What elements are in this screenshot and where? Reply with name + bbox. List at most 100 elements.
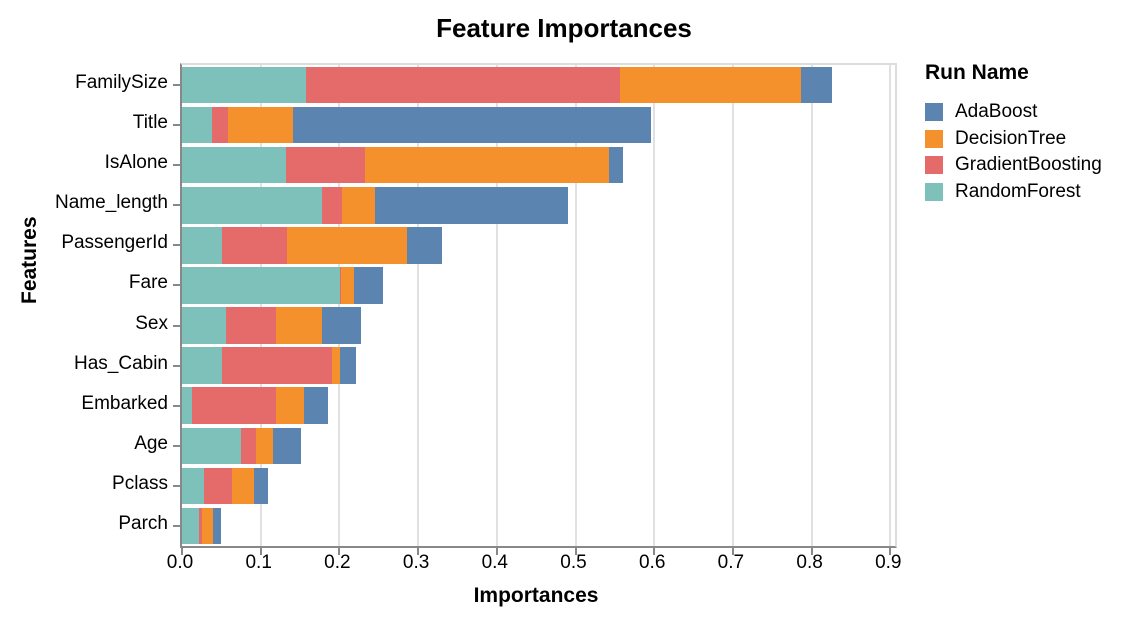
x-tick <box>810 548 813 555</box>
y-tick <box>173 404 180 407</box>
y-tick-label-age: Age <box>134 432 168 454</box>
gridline-x-0p5 <box>574 65 577 546</box>
bar-segment-has_cabin-decisiontree <box>332 347 341 384</box>
gridline-x-0p3 <box>417 65 420 546</box>
legend-entries: AdaBoost DecisionTree GradientBoosting Rand… <box>925 99 1102 205</box>
y-tick <box>173 364 180 367</box>
x-tick <box>495 548 498 555</box>
bar-segment-name_length-randomforest <box>182 187 323 224</box>
gridline-x-0p2 <box>338 65 341 546</box>
bar-segment-pclass-decisiontree <box>232 467 255 505</box>
bar-row-name_length <box>182 187 895 224</box>
y-tick-label-embarked: Embarked <box>81 392 168 414</box>
bar-segment-passengerid-gradientboosting <box>222 227 287 264</box>
x-tick <box>181 548 183 555</box>
x-tick <box>731 548 734 555</box>
y-tick <box>173 124 180 127</box>
legend-entry-adaboost: AdaBoost <box>925 99 1102 126</box>
bar-segment-has_cabin-adaboost <box>340 347 356 384</box>
y-tick <box>173 324 180 327</box>
bar-segment-fare-randomforest <box>182 267 341 304</box>
x-tick-label-0p5: 0.5 <box>560 552 587 573</box>
x-tick-label-0p2: 0.2 <box>324 552 351 573</box>
legend-label-decisiontree: DecisionTree <box>955 127 1067 149</box>
bar-row-title <box>182 106 895 144</box>
bar-segment-passengerid-adaboost <box>407 227 443 264</box>
gridline-x-0p4 <box>495 65 498 546</box>
legend-swatch-randomforest <box>925 182 943 201</box>
y-tick <box>173 444 180 447</box>
bar-segment-passengerid-decisiontree <box>286 227 408 264</box>
x-tick <box>417 548 420 555</box>
bar-segment-has_cabin-randomforest <box>182 347 223 384</box>
gridline-x-0p1 <box>259 65 262 546</box>
bar-segment-sex-decisiontree <box>275 307 323 344</box>
x-tick-label-0p4: 0.4 <box>481 552 508 573</box>
bar-segment-fare-adaboost <box>354 267 383 304</box>
bar-segment-age-decisiontree <box>255 427 274 465</box>
legend-swatch-decisiontree <box>925 129 943 148</box>
y-tick-label-passengerid: PassengerId <box>61 232 168 254</box>
bar-segment-parch-gradientboosting <box>199 507 202 545</box>
bar-segment-title-adaboost <box>292 106 652 144</box>
bar-segment-title-decisiontree <box>227 106 293 144</box>
plot-area <box>173 63 897 555</box>
y-tick <box>173 484 180 487</box>
legend-label-gradientboosting: GradientBoosting <box>955 154 1102 176</box>
bar-segment-embarked-gradientboosting <box>192 387 277 424</box>
gridline-x-0p6 <box>653 65 656 546</box>
y-tick-label-isalone: IsAlone <box>104 152 168 174</box>
bar-row-has_cabin <box>182 347 895 384</box>
bar-segment-fare-gradientboosting <box>340 267 341 304</box>
legend-entry-gradientboosting: GradientBoosting <box>925 152 1102 179</box>
bar-segment-name_length-adaboost <box>374 187 568 224</box>
bar-segment-age-gradientboosting <box>241 427 256 465</box>
x-tick <box>338 548 341 555</box>
bar-segment-age-randomforest <box>182 427 242 465</box>
x-tick-label-0p3: 0.3 <box>402 552 430 573</box>
bar-row-pclass <box>182 467 895 505</box>
x-tick <box>889 548 892 555</box>
bar-segment-passengerid-randomforest <box>182 227 223 264</box>
y-tick <box>173 204 180 207</box>
bar-segment-title-gradientboosting <box>211 106 228 144</box>
gridline-x-0p8 <box>810 65 813 546</box>
legend-swatch-gradientboosting <box>925 156 943 175</box>
bar-segment-embarked-adaboost <box>303 387 329 424</box>
bar-segment-familysize-randomforest <box>182 66 306 104</box>
y-tick <box>173 164 180 167</box>
y-tick-label-title: Title <box>132 112 168 134</box>
bar-row-embarked <box>182 387 895 424</box>
bar-segment-pclass-randomforest <box>182 467 205 505</box>
gridline-x-0p7 <box>731 65 734 546</box>
y-tick-label-pclass: Pclass <box>112 472 168 494</box>
legend-label-adaboost: AdaBoost <box>955 101 1038 123</box>
y-tick <box>173 524 180 527</box>
legend: Run Name AdaBoost DecisionTree GradientBoo… <box>925 61 1102 205</box>
bar-segment-name_length-decisiontree <box>341 187 375 224</box>
bar-segment-sex-gradientboosting <box>226 307 276 344</box>
bar-segment-parch-decisiontree <box>201 507 214 545</box>
bar-segment-has_cabin-gradientboosting <box>222 347 333 384</box>
x-tick-label-0p9: 0.9 <box>875 552 902 573</box>
bar-segment-isalone-adaboost <box>608 146 623 184</box>
bar-row-passengerid <box>182 227 895 264</box>
bar-segment-pclass-adaboost <box>254 467 268 505</box>
x-tick-label-0p7: 0.7 <box>717 552 745 573</box>
bar-row-familysize <box>182 66 895 104</box>
bar-row-sex <box>182 307 895 344</box>
gridline-x-0p9 <box>889 65 892 546</box>
x-tick <box>259 548 262 555</box>
bar-segment-familysize-adaboost <box>800 66 833 104</box>
y-tick-label-parch: Parch <box>118 512 168 534</box>
y-tick <box>173 84 180 87</box>
y-tick <box>173 244 180 247</box>
bar-segment-embarked-decisiontree <box>276 387 304 424</box>
x-tick-label-0p0: 0.0 <box>166 552 194 573</box>
x-tick-label-0p6: 0.6 <box>638 552 666 573</box>
bar-row-parch <box>182 507 895 545</box>
bar-segment-fare-decisiontree <box>340 267 355 304</box>
bar-segment-embarked-randomforest <box>182 387 193 424</box>
y-tick-label-familysize: FamilySize <box>75 72 168 94</box>
bar-segment-age-adaboost <box>273 427 301 465</box>
